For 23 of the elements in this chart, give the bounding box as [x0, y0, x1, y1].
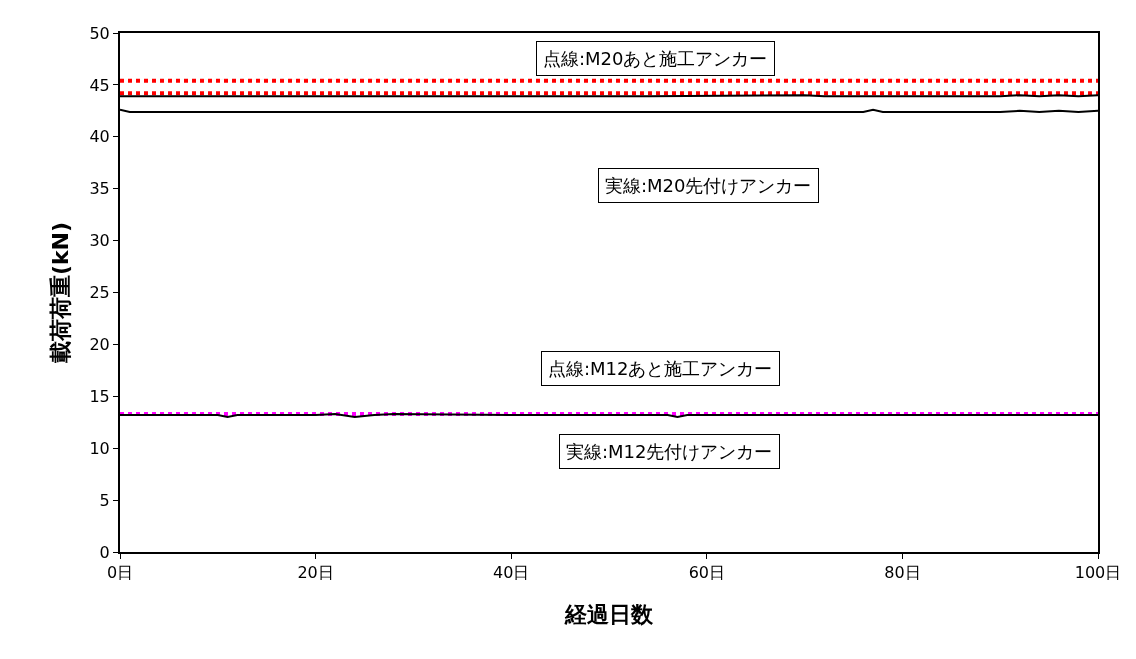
- x-tick-label: 80日: [884, 563, 921, 583]
- x-tick-label: 40日: [493, 563, 530, 583]
- y-tick-label: 40: [89, 127, 110, 147]
- annotation: 実線:M12先付けアンカー: [566, 441, 773, 462]
- x-tick-label: 60日: [688, 563, 725, 583]
- y-tick-label: 0: [99, 542, 110, 562]
- y-tick-label: 50: [89, 23, 110, 43]
- y-tick-label: 25: [89, 283, 110, 303]
- x-tick-label: 0日: [106, 563, 134, 583]
- x-tick-label: 100日: [1074, 563, 1122, 583]
- annotation: 点線:M12あと施工アンカー: [548, 358, 773, 379]
- y-tick-label: 35: [89, 179, 110, 199]
- annotation: 実線:M20先付けアンカー: [605, 175, 812, 196]
- y-tick-label: 30: [89, 231, 110, 251]
- y-tick-label: 10: [89, 438, 110, 458]
- y-tick-label: 45: [89, 75, 110, 95]
- annotation: 点線:M20あと施工アンカー: [543, 48, 768, 69]
- y-tick-label: 15: [89, 386, 110, 406]
- x-tick-label: 20日: [297, 563, 334, 583]
- x-axis-title: 経過日数: [564, 601, 654, 627]
- y-tick-label: 20: [89, 335, 110, 354]
- y-axis-title: 載荷荷重(kN): [47, 221, 73, 365]
- y-tick-label: 5: [99, 490, 110, 510]
